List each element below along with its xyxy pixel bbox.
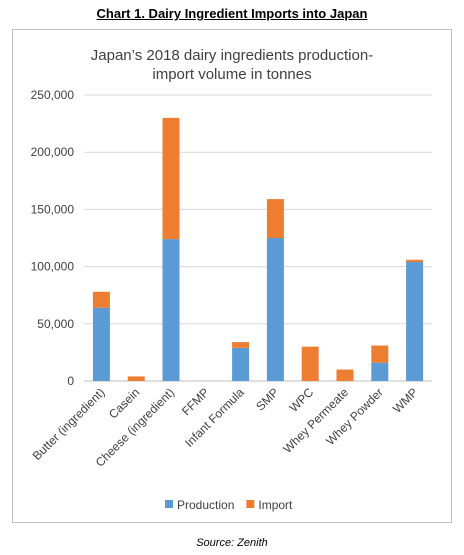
x-tick-label: WPC	[287, 385, 317, 415]
chart-title: Japan’s 2018 dairy ingredients productio…	[91, 47, 373, 83]
legend-label: Import	[258, 498, 293, 512]
x-tick-label: FFMP	[179, 385, 212, 418]
x-tick-label: WMP	[390, 385, 421, 416]
legend: Production Import	[165, 498, 293, 512]
bar-segment-import	[406, 259, 424, 263]
y-tick-label: 100,000	[31, 260, 75, 274]
y-tick-label: 250,000	[31, 88, 75, 102]
bar-segment-import	[92, 291, 110, 308]
y-axis-ticks: 0 50,000 100,000 150,000 200,000 250,000	[31, 88, 75, 388]
bar-segment-production	[232, 347, 250, 381]
bar-segment-production	[92, 307, 110, 381]
chart-title-line: import volume in tonnes	[152, 66, 311, 83]
stacked-bar-chart: Japan’s 2018 dairy ingredients productio…	[30, 47, 432, 512]
legend-swatch	[165, 500, 173, 508]
bar-segment-production	[266, 238, 284, 381]
legend-swatch	[246, 500, 255, 508]
bar-segment-import	[301, 346, 319, 381]
bar-segment-import	[266, 199, 284, 238]
bar-segment-import	[371, 345, 389, 363]
x-tick-label: Butter (ingredient)	[30, 385, 108, 463]
figure-heading: Chart 1. Dairy Ingredient Imports into J…	[96, 6, 368, 21]
chart-frame	[12, 29, 452, 523]
bar-segment-production	[162, 239, 180, 381]
x-tick-label: SMP	[253, 385, 281, 413]
y-tick-label: 150,000	[31, 202, 75, 216]
bar-segment-import	[127, 376, 145, 381]
bar-segment-import	[336, 369, 354, 381]
bar-segment-import	[162, 117, 180, 240]
bar-segment-production	[406, 262, 424, 381]
source-note: Source: Zenith	[196, 537, 268, 549]
chart-title-line: Japan’s 2018 dairy ingredients productio…	[91, 47, 373, 64]
bar-segment-import	[232, 342, 250, 348]
bars	[92, 117, 424, 381]
gridlines	[84, 94, 432, 382]
y-tick-label: 0	[67, 374, 74, 388]
y-tick-label: 50,000	[37, 317, 74, 331]
legend-label: Production	[177, 498, 234, 512]
bar-segment-production	[371, 362, 389, 381]
y-tick-label: 200,000	[31, 145, 75, 159]
